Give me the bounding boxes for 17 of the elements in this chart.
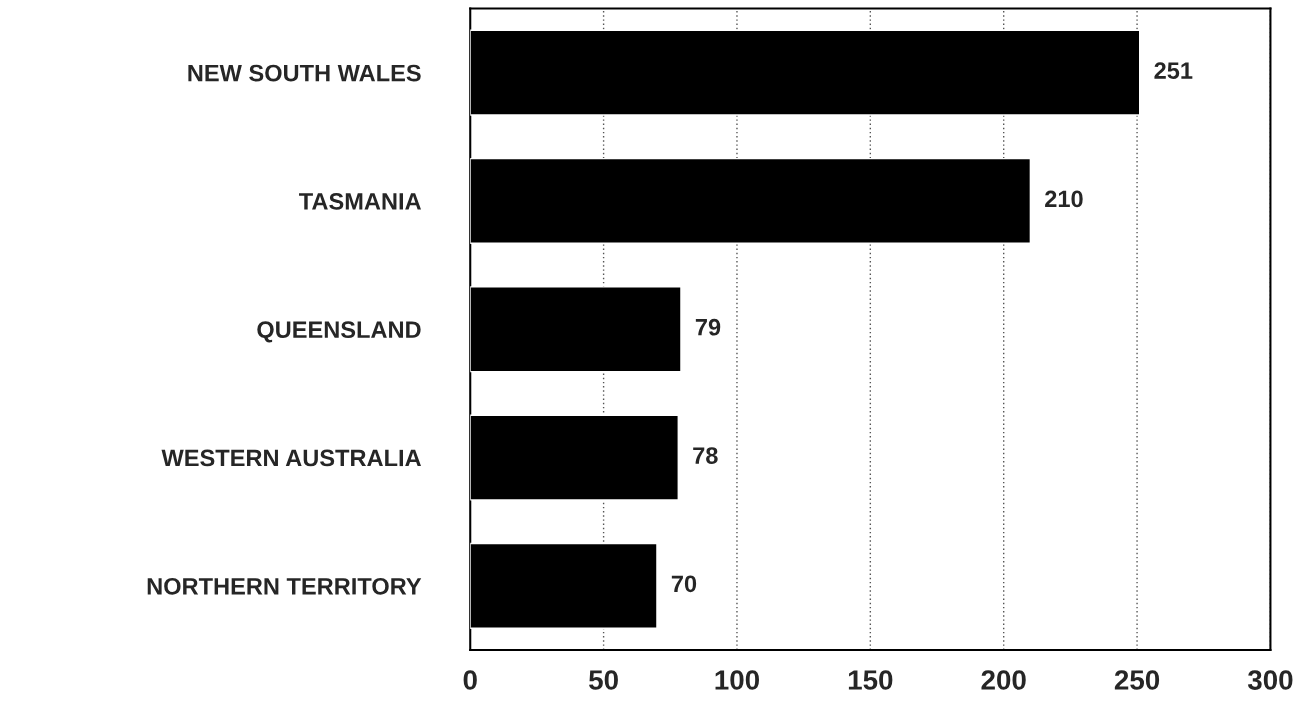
data-label: 210 xyxy=(1045,190,1083,208)
x-tick-label: 250 xyxy=(1114,670,1160,690)
x-tick-label: 100 xyxy=(715,670,759,690)
y-tick-label: QUEENSLAND xyxy=(257,321,421,343)
data-label: 78 xyxy=(693,447,718,464)
x-tick-label: 0 xyxy=(463,670,477,690)
data-label: 79 xyxy=(695,318,721,336)
x-tick-label: 150 xyxy=(848,670,893,690)
x-tick-label: 200 xyxy=(981,670,1026,690)
y-tick-label: NEW SOUTH WALES xyxy=(188,64,421,82)
x-tick-label: 50 xyxy=(589,670,618,690)
data-label: 251 xyxy=(1154,62,1193,79)
y-tick-label: NORTHERN TERRITORY xyxy=(147,577,422,595)
x-tick-label: 300 xyxy=(1247,670,1293,690)
data-label: 70 xyxy=(671,575,697,593)
y-tick-label: TASMANIA xyxy=(299,192,421,210)
y-tick-label: WESTERN AUSTRALIA xyxy=(161,449,421,467)
